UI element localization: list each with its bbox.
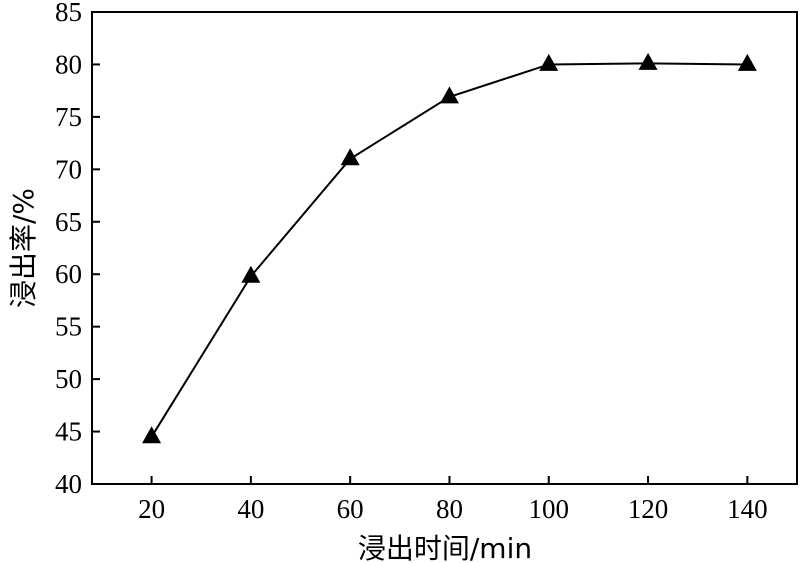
x-tick-label: 140 [727, 494, 768, 524]
y-tick-label: 70 [55, 154, 82, 184]
x-tick-label: 80 [436, 494, 463, 524]
y-axis: 40 45 50 55 60 65 70 75 80 85 [55, 0, 100, 499]
data-point-triangle [142, 426, 162, 444]
x-tick-label: 120 [628, 494, 669, 524]
x-axis: 20 40 60 80 100 120 140 [138, 476, 768, 524]
y-tick-label: 45 [55, 417, 82, 447]
x-tick-label: 100 [529, 494, 570, 524]
plot-frame [91, 11, 798, 485]
y-tick-label: 50 [55, 364, 82, 394]
data-point-triangle [638, 52, 658, 70]
data-point-triangle [737, 53, 757, 71]
x-tick-label: 60 [337, 494, 364, 524]
series-layer [142, 52, 757, 444]
plot-border [91, 11, 798, 485]
y-tick-label: 75 [55, 102, 82, 132]
x-tick-label: 40 [237, 494, 264, 524]
y-tick-label: 80 [55, 49, 82, 79]
data-point-triangle [241, 265, 261, 283]
y-tick-label: 40 [55, 469, 82, 499]
y-tick-label: 85 [55, 0, 82, 27]
y-tick-label: 60 [55, 259, 82, 289]
data-point-triangle [439, 86, 459, 104]
series-line [150, 62, 748, 438]
x-axis-label: 浸出时间/min [358, 532, 532, 563]
x-tick-label: 20 [138, 494, 165, 524]
data-point-triangle [539, 53, 559, 71]
y-tick-label: 55 [55, 312, 82, 342]
data-point-triangle [340, 148, 360, 166]
y-axis-label: 浸出率/% [7, 188, 40, 308]
y-tick-label: 65 [55, 207, 82, 237]
